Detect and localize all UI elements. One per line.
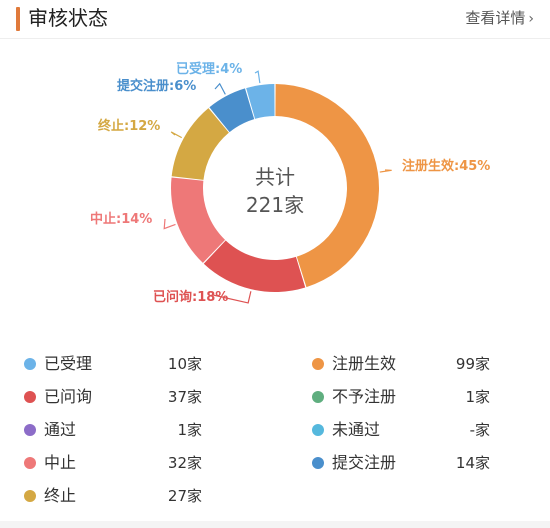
chevron-right-icon: › bbox=[528, 11, 534, 27]
legend-value: 37家 bbox=[167, 388, 202, 406]
legend-label: 提交注册 bbox=[332, 453, 397, 472]
legend-dot-icon bbox=[312, 358, 324, 370]
legend-dot-icon bbox=[24, 490, 36, 502]
donut-slice[interactable] bbox=[203, 240, 306, 292]
legend-label: 通过 bbox=[44, 420, 77, 439]
donut-slice[interactable] bbox=[209, 88, 255, 133]
label-leader-line bbox=[170, 131, 183, 139]
slice-label: 终止:12% bbox=[98, 118, 160, 134]
legend-label: 终止 bbox=[44, 486, 77, 505]
center-total-value: 221家 bbox=[246, 193, 304, 217]
view-details-label: 查看详情 bbox=[465, 9, 526, 27]
legend-dot-icon bbox=[24, 391, 36, 403]
slice-label: 注册生效:45% bbox=[402, 158, 490, 174]
legend-item[interactable]: 已受理 10家 bbox=[24, 350, 202, 378]
legend-item[interactable]: 通过 1家 bbox=[24, 416, 202, 444]
header-divider bbox=[0, 38, 550, 39]
label-leader-line bbox=[254, 70, 261, 84]
label-leader-line bbox=[163, 218, 176, 230]
legend-value: 10家 bbox=[167, 355, 202, 373]
legend-label: 注册生效 bbox=[332, 354, 397, 373]
legend-item[interactable]: 中止 32家 bbox=[24, 449, 202, 477]
label-leader-line bbox=[379, 169, 392, 173]
legend-label: 不予注册 bbox=[332, 387, 397, 406]
legend-value: 32家 bbox=[167, 454, 202, 472]
legend-value: -家 bbox=[469, 421, 490, 439]
card-header: 审核状态 查看详情 › bbox=[0, 0, 550, 38]
donut-slice[interactable] bbox=[275, 84, 379, 288]
slice-label: 中止:14% bbox=[90, 211, 152, 227]
legend-item[interactable]: 未通过 -家 bbox=[312, 416, 490, 444]
card-title: 审核状态 bbox=[28, 6, 108, 30]
view-details-link[interactable]: 查看详情 › bbox=[465, 7, 534, 30]
slice-label: 提交注册:6% bbox=[117, 78, 196, 94]
legend-value: 99家 bbox=[455, 355, 490, 373]
donut-slice[interactable] bbox=[171, 108, 229, 180]
legend-label: 已问询 bbox=[44, 387, 93, 406]
legend-dot-icon bbox=[24, 424, 36, 436]
legend-dot-icon bbox=[24, 358, 36, 370]
donut-slice[interactable] bbox=[246, 84, 275, 119]
legend-value: 27家 bbox=[167, 487, 202, 505]
title-accent-bar bbox=[16, 7, 20, 31]
label-leader-line bbox=[212, 291, 252, 304]
legend-value: 1家 bbox=[177, 421, 202, 439]
donut-slice[interactable] bbox=[170, 177, 226, 263]
legend-value: 14家 bbox=[455, 454, 490, 472]
legend-item[interactable]: 已问询 37家 bbox=[24, 383, 202, 411]
bottom-divider bbox=[0, 521, 550, 528]
legend-label: 未通过 bbox=[332, 420, 381, 439]
legend-dot-icon bbox=[312, 424, 324, 436]
legend-item[interactable]: 提交注册 14家 bbox=[312, 449, 490, 477]
legend-item[interactable]: 不予注册 1家 bbox=[312, 383, 490, 411]
legend-label: 中止 bbox=[44, 453, 77, 472]
slice-label: 已受理:4% bbox=[176, 61, 242, 77]
legend-item[interactable]: 终止 27家 bbox=[24, 482, 202, 510]
legend-label: 已受理 bbox=[44, 354, 93, 373]
center-total-label: 共计 bbox=[255, 165, 295, 189]
legend-value: 1家 bbox=[465, 388, 490, 406]
label-leader-line bbox=[214, 82, 226, 95]
legend-dot-icon bbox=[312, 391, 324, 403]
legend-dot-icon bbox=[24, 457, 36, 469]
donut-chart: 注册生效:45% 已问询:18% 中止:14% 终止:12% 提交注册:6%已受理:4%… bbox=[90, 61, 490, 305]
slice-label: 已问询:18% bbox=[153, 289, 228, 305]
legend-item[interactable]: 注册生效 99家 bbox=[312, 350, 490, 378]
legend-dot-icon bbox=[312, 457, 324, 469]
